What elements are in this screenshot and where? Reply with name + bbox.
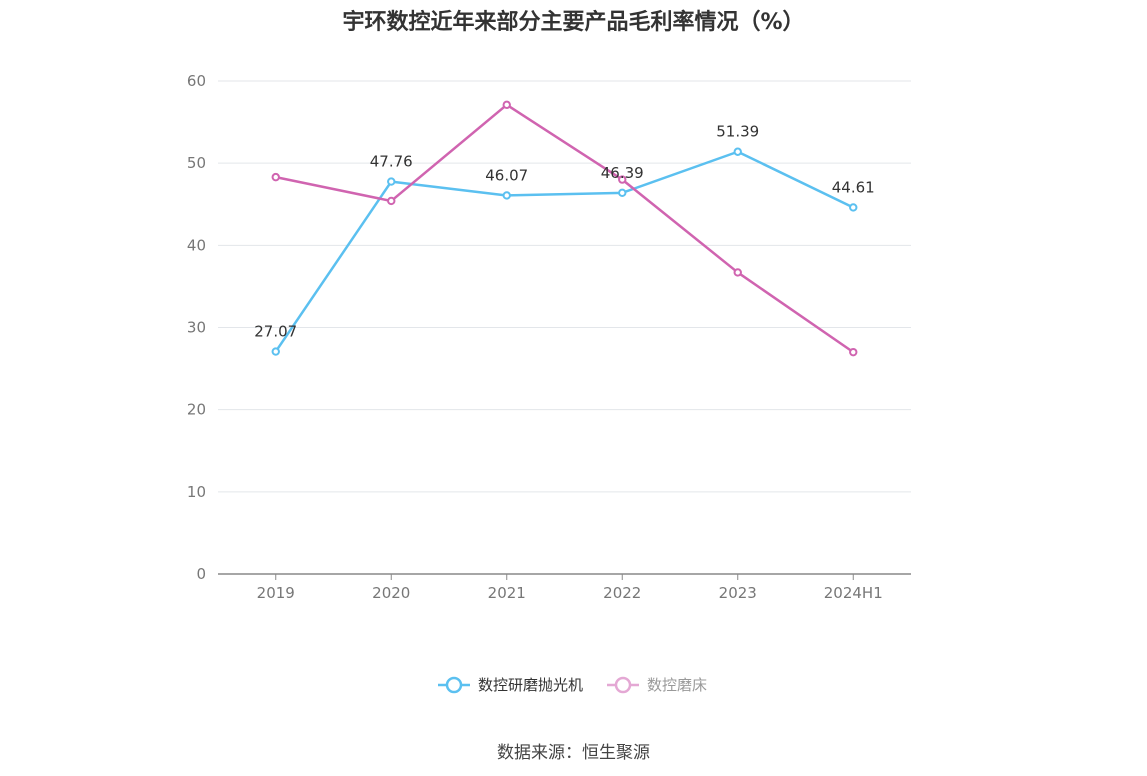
- data-source: 数据来源：恒生聚源: [497, 743, 650, 763]
- series-line-0: [274, 150, 854, 353]
- data-label: 51.39: [716, 123, 759, 141]
- x-tick-label: 2022: [603, 584, 641, 602]
- x-tick-label: 2023: [719, 584, 757, 602]
- y-tick-label: 20: [187, 401, 206, 419]
- data-point: [271, 347, 280, 356]
- legend-marker: [614, 676, 632, 694]
- grid-lines: [218, 80, 911, 493]
- data-point: [733, 268, 742, 277]
- data-label: 47.76: [370, 153, 413, 171]
- y-tick-label: 30: [187, 319, 206, 337]
- y-tick-label: 40: [187, 236, 206, 254]
- legend-marker: [445, 676, 463, 694]
- data-point: [849, 203, 858, 212]
- chart-title: 宇环数控近年来部分主要产品毛利率情况（%）: [342, 10, 805, 35]
- x-tick-label: 2019: [257, 584, 295, 602]
- x-tick-label: 2024H1: [824, 584, 883, 602]
- data-point: [618, 188, 627, 198]
- y-tick-label: 10: [187, 483, 206, 501]
- legend-label: 数控研磨抛光机: [478, 676, 583, 694]
- x-tick-label: 2021: [488, 584, 526, 602]
- data-labels: 27.07 47.76 46.07 46.39 51.39 44.61: [254, 123, 874, 341]
- data-point: [502, 191, 511, 200]
- axes: 0 10 20 30 40 50 60 2019 2020 2021 2022 2023 2024H1: [187, 72, 911, 602]
- data-point: [387, 177, 396, 186]
- data-label: 46.39: [601, 164, 644, 182]
- data-point: [502, 100, 511, 110]
- y-tick-label: 60: [187, 72, 206, 90]
- x-tick-label: 2020: [372, 584, 410, 602]
- legend-label: 数控磨床: [647, 676, 707, 694]
- data-point: [387, 196, 396, 206]
- data-label: 27.07: [254, 323, 297, 341]
- data-label: 46.07: [485, 166, 528, 184]
- y-tick-label: 0: [196, 565, 206, 583]
- legend-item-1: 数控磨床: [607, 676, 707, 694]
- y-tick-label: 50: [187, 154, 206, 172]
- legend-item-0: 数控研磨抛光机: [438, 676, 583, 694]
- data-point: [733, 147, 742, 156]
- data-point: [618, 175, 627, 184]
- legend: 数控研磨抛光机 数控磨床: [438, 676, 707, 694]
- data-point: [849, 347, 858, 357]
- data-label: 44.61: [832, 178, 875, 196]
- series-lines: [271, 100, 858, 357]
- data-point: [271, 172, 280, 182]
- series-line-1: [275, 103, 854, 354]
